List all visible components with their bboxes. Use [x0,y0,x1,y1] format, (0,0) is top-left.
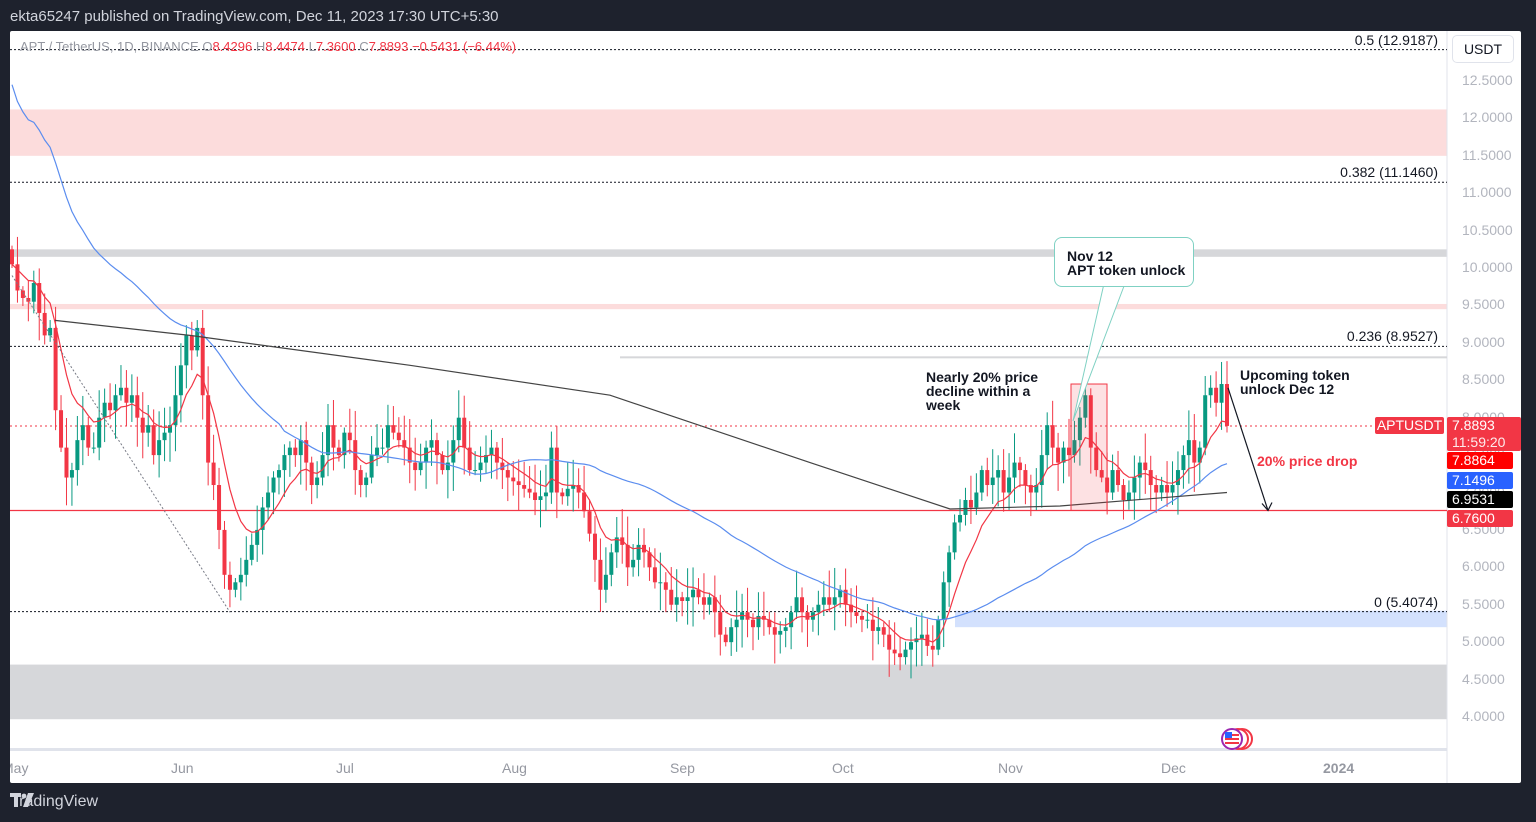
price-tick: 9.0000 [1462,333,1505,350]
chart-frame[interactable]: APT / TetherUS, 1D, BINANCE O8.4296 H8.4… [10,31,1521,783]
price-tick: 4.0000 [1462,707,1505,724]
tradingview-logo[interactable]: TradingView [10,793,99,810]
time-tick: Jul [336,760,354,776]
low-value: 7.3600 [315,39,356,54]
ohlc-legend: APT / TetherUS, 1D, BINANCE O8.4296 H8.4… [20,39,517,54]
publisher-line: ekta65247 published on TradingView.com, … [10,8,499,25]
ema-price-label: 7.8864 [1447,452,1513,469]
price-tick: 5.5000 [1462,595,1505,612]
time-tick: May [10,760,29,776]
support-price-label: 6.7600 [1447,510,1513,527]
upcoming-unlock-note[interactable]: Upcoming token unlock Dec 12 [1240,367,1350,397]
time-tick: Nov [998,760,1023,776]
price-tick: 11.5000 [1462,146,1512,163]
price-drop-label[interactable]: 20% price drop [1257,453,1358,469]
fib-label: 0.382 (11.1460) [1340,164,1438,181]
open-value: 8.4296 [212,39,253,54]
fib-label: 0.236 (8.9527) [1346,328,1438,345]
price-tick: 5.0000 [1462,633,1505,650]
price-tick: 11.0000 [1462,184,1512,201]
price-tick: 10.0000 [1462,259,1513,276]
price-tick: 12.5000 [1462,72,1513,88]
ma50-price-label: 7.1496 [1447,472,1513,489]
time-tick: Dec [1161,760,1186,776]
price-tick: 9.5000 [1462,296,1505,313]
token-unlock-callout[interactable]: Nov 12 APT token unlock [1054,237,1194,287]
currency-button[interactable]: USDT [1452,35,1514,63]
close-value: 7.8893 [368,39,409,54]
price-tick: 12.0000 [1462,109,1513,126]
time-tick: 2024 [1323,760,1355,776]
time-tick: Oct [832,760,854,776]
time-tick: Sep [670,760,695,776]
ma200-price-label: 6.9531 [1447,491,1513,508]
price-tick: 8.5000 [1462,371,1505,388]
symbol-price-tag: APTUSDT [1375,417,1444,434]
time-tick: Jun [171,760,194,776]
fib-label: 0 (5.4074) [1374,593,1438,610]
change-value: −0.5431 (−6.44%) [412,39,517,54]
economic-event-flag-icon[interactable] [1216,726,1258,752]
fib-label: 0.5 (12.9187) [1354,31,1438,48]
tradingview-logo-icon [10,793,34,807]
bar-countdown: 11:59:20 [1452,434,1506,450]
time-tick: Aug [502,760,527,776]
price-tick: 10.5000 [1462,221,1513,238]
decline-note[interactable]: Nearly 20% price decline within a week [926,369,1039,413]
price-tick: 4.5000 [1462,670,1505,687]
last-price-label: 7.8893 11:59:20 [1447,417,1521,451]
symbol-title: APT / TetherUS, 1D, BINANCE [20,39,199,54]
high-value: 8.4474 [265,39,305,54]
price-chart[interactable] [10,31,1521,783]
price-tick: 6.0000 [1462,558,1505,575]
